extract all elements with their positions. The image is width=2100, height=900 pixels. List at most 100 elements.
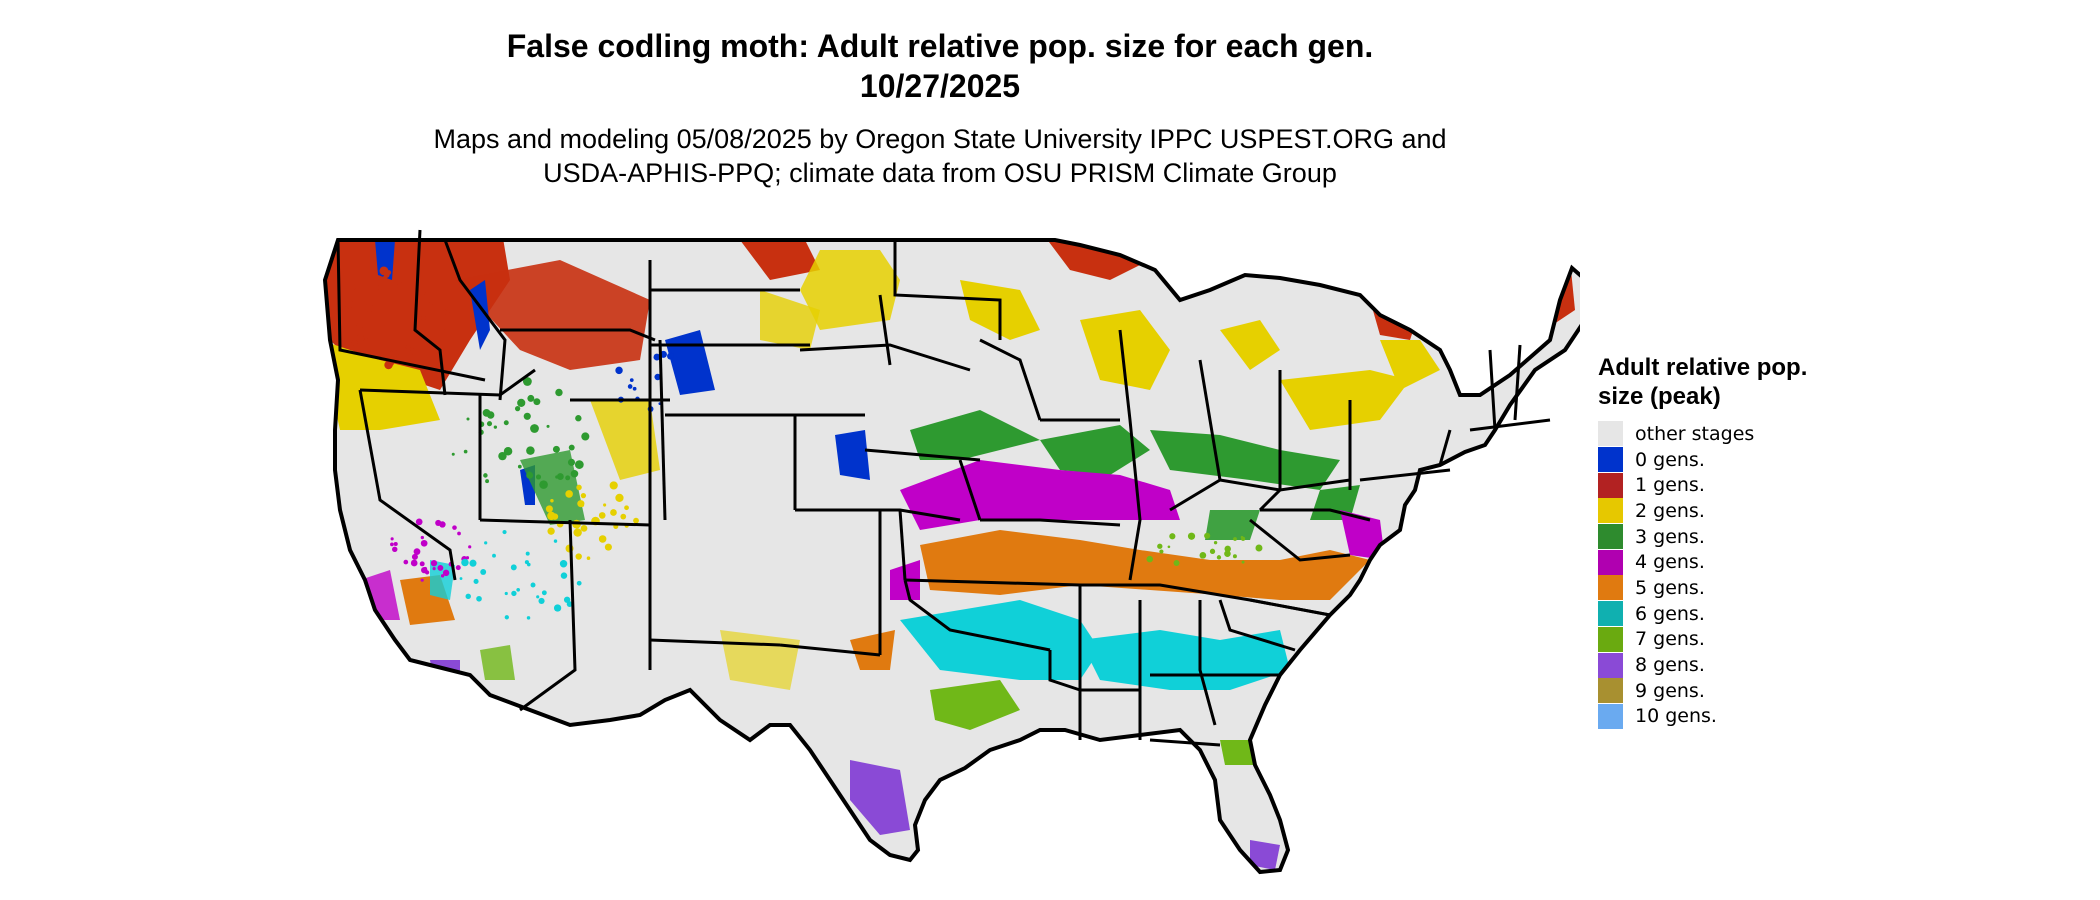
zone-speckle [455,565,461,571]
zone-speckle [423,566,428,571]
zone-speckle [633,517,639,524]
zone-speckle [603,503,607,507]
zone-speckle [378,293,383,297]
legend-swatch [1598,498,1623,524]
zone-speckle [410,348,418,355]
zone-speckle [457,531,461,536]
zone-speckle [351,339,358,346]
zone-speckle [492,553,496,558]
legend-item: 4 gens. [1598,549,1818,575]
zone-speckle [440,574,445,578]
zone-3-gen [520,450,585,525]
zone-speckle [439,521,446,528]
zone-speckle [517,464,522,469]
zone-speckle [1232,554,1237,559]
zone-speckle [1255,544,1263,552]
zone-speckle [420,578,424,582]
legend-swatch [1598,601,1623,627]
zone-speckle [575,553,582,560]
zone-speckle [444,310,450,316]
zone-speckle [361,300,366,305]
zone-speckle [483,410,488,414]
zone-speckle [485,479,490,484]
zone-speckle [566,601,573,607]
zone-speckle [504,615,509,620]
legend-swatch [1598,703,1623,729]
zone-speckle [653,353,661,361]
zone-speckle [503,420,509,426]
zone-speckle [538,597,545,605]
zone-speckle [461,558,469,567]
zone-speckle [610,509,617,516]
zone-speckle [344,299,354,309]
zone-8-gen [850,760,910,835]
legend-swatch [1598,549,1623,575]
zone-speckle [574,460,584,469]
legend-label: 3 gens. [1635,525,1705,548]
zone-0-gen [470,280,490,350]
zone-speckle [523,377,532,386]
zone-8-gen [1250,840,1280,870]
zone-speckle [552,445,560,453]
zone-speckle [576,580,582,586]
zone-speckle [526,616,531,620]
legend-label: 8 gens. [1635,654,1705,677]
zone-speckle [1146,555,1153,563]
zone-speckle [418,288,426,296]
zone-speckle [393,541,398,547]
zone-speckle [443,327,452,336]
zone-speckle [1187,532,1196,540]
legend-label: 9 gens. [1635,679,1705,702]
zone-speckle [654,373,661,381]
subtitle-line-1: Maps and modeling 05/08/2025 by Oregon S… [433,124,1447,154]
zone-speckle [483,473,488,478]
zone-speckle [1233,537,1237,541]
legend-label: 0 gens. [1635,448,1705,471]
zone-speckle [1224,545,1231,553]
zone-2-gen [590,400,660,480]
zone-3-gen [1205,510,1260,540]
zone-speckle [463,449,468,454]
zone-speckle [503,446,513,456]
legend-items: other stages 0 gens. 1 gens. 2 gens. 3 gens.… [1598,421,1818,729]
legend-item: 2 gens. [1598,498,1818,524]
zone-speckle [580,525,588,532]
zone-speckle [526,446,535,455]
legend-item: 7 gens. [1598,626,1818,653]
zone-speckle [511,590,517,597]
legend-title: Adult relative pop. size (peak) [1598,354,1808,410]
zone-speckle [536,595,540,599]
zone-speckle [428,301,433,306]
zone-speckle [444,306,448,311]
legend-item: 9 gens. [1598,678,1818,704]
zone-speckle [615,366,623,375]
zone-speckle [1209,548,1216,554]
zone-speckle [565,490,573,498]
legend-label: 6 gens. [1635,602,1705,625]
legend-item: 10 gens. [1598,703,1818,730]
zone-speckle [674,366,679,371]
legend-label: 7 gens. [1635,628,1705,651]
zone-speckle [620,513,627,520]
zone-speckle [1157,543,1163,549]
zone-speckle [547,511,556,521]
zone-speckle [553,539,558,543]
zone-speckle [517,398,526,407]
zone-4-gen [1340,510,1385,560]
zone-speckle [1169,533,1176,540]
zone-speckle [339,291,345,297]
zone-speckle [386,270,392,275]
zone-speckle [469,559,477,567]
zone-speckle [405,344,411,350]
zone-speckle [1216,555,1222,560]
zone-speckle [424,570,430,575]
legend-item: 1 gens. [1598,472,1818,498]
zone-speckle [342,306,349,313]
zone-speckle [624,505,629,511]
zone-speckle [604,543,612,551]
zone-speckle [379,325,387,332]
zone-speckle [556,473,564,480]
zone-speckle [672,355,678,362]
legend-label: 10 gens. [1635,705,1717,728]
zone-1-gen [455,260,650,370]
